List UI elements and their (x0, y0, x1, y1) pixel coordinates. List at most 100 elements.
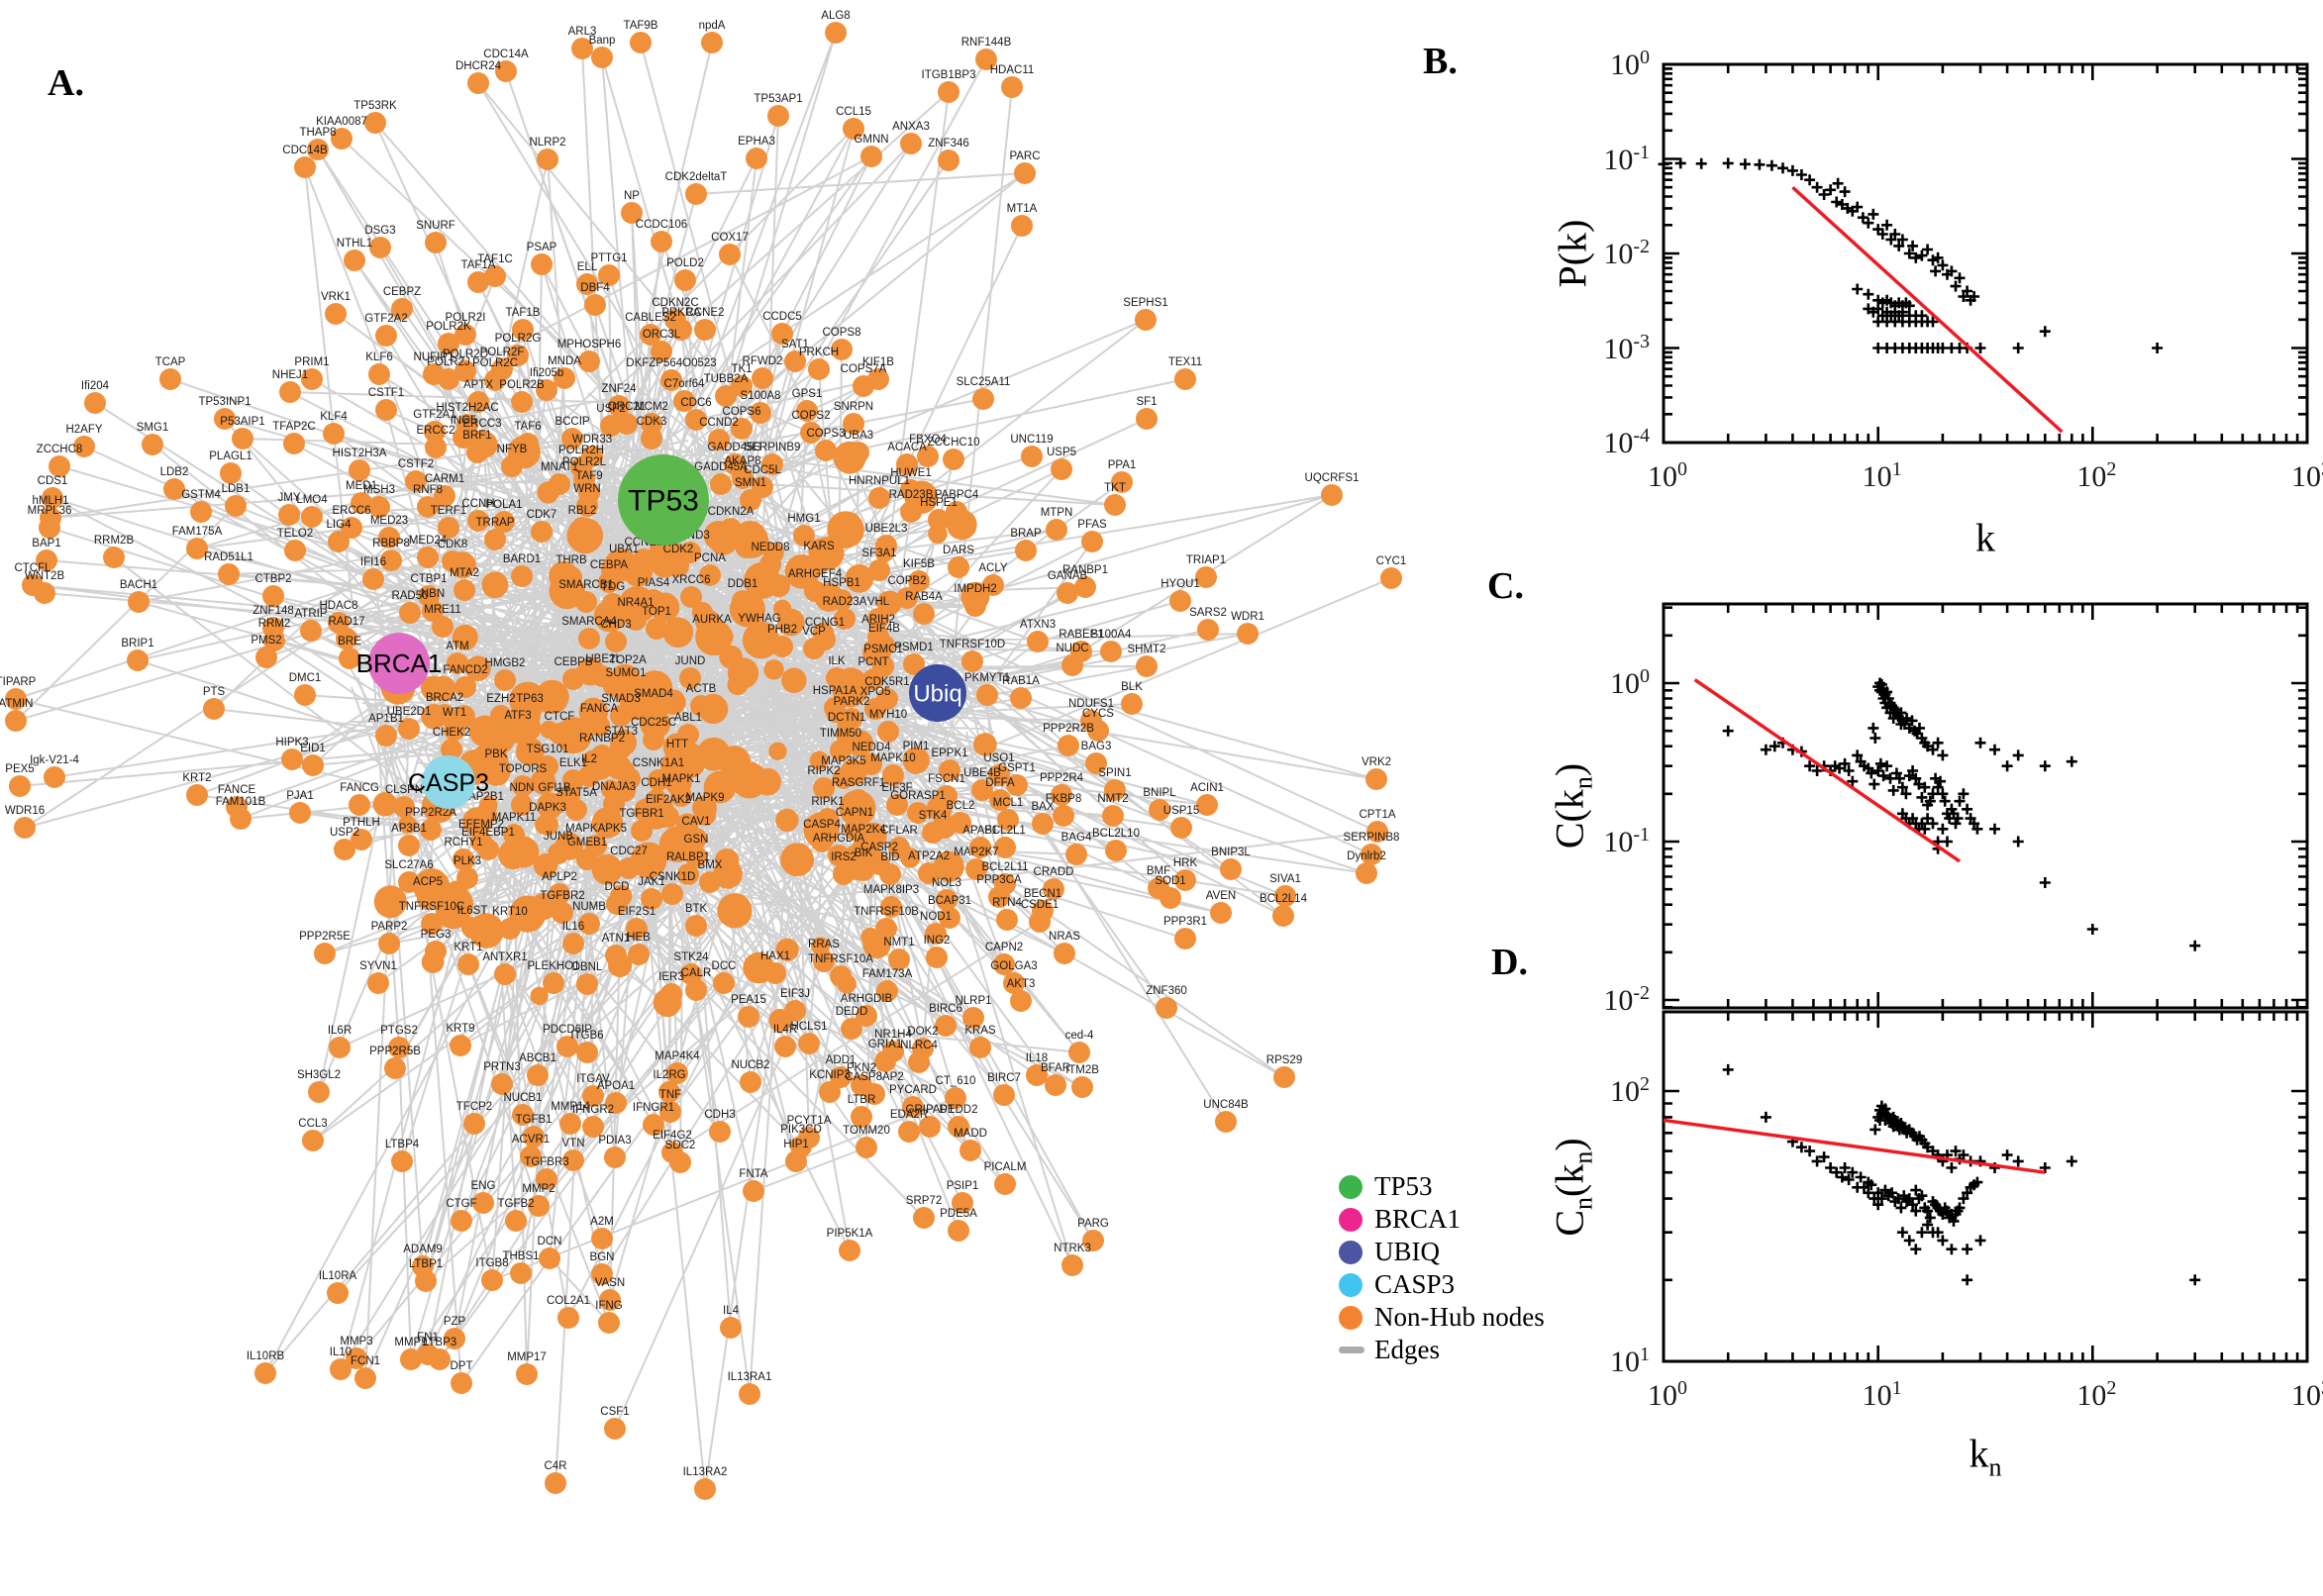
hub-node-ubiq[interactable] (909, 664, 966, 722)
network-node[interactable] (685, 409, 707, 431)
network-node[interactable] (438, 333, 459, 354)
network-node[interactable] (453, 427, 474, 449)
network-node[interactable] (39, 517, 60, 539)
network-node[interactable] (950, 812, 971, 834)
network-node[interactable] (960, 1140, 981, 1161)
network-node[interactable] (731, 375, 753, 397)
network-node[interactable] (519, 705, 541, 727)
network-node[interactable] (398, 835, 420, 856)
network-node[interactable] (826, 667, 848, 689)
network-node[interactable] (946, 501, 967, 523)
network-node[interactable] (591, 665, 613, 687)
network-node[interactable] (447, 652, 468, 674)
network-node[interactable] (739, 1383, 760, 1405)
network-node[interactable] (643, 700, 664, 722)
network-node[interactable] (1169, 590, 1191, 612)
network-node[interactable] (1045, 1074, 1066, 1096)
network-node[interactable] (616, 413, 638, 435)
network-node[interactable] (975, 49, 997, 70)
network-node[interactable] (1135, 309, 1157, 331)
network-node[interactable] (853, 836, 874, 857)
network-node[interactable] (834, 608, 856, 630)
network-node[interactable] (344, 249, 365, 271)
network-node[interactable] (578, 765, 600, 787)
network-node[interactable] (454, 324, 476, 346)
network-node[interactable] (520, 1146, 542, 1167)
network-node[interactable] (763, 659, 784, 680)
network-node[interactable] (346, 1347, 367, 1369)
network-node[interactable] (591, 1263, 613, 1285)
network-node[interactable] (694, 319, 716, 341)
network-node[interactable] (658, 1081, 680, 1103)
network-node[interactable] (752, 367, 773, 389)
network-node[interactable] (367, 972, 389, 994)
network-node[interactable] (750, 402, 771, 424)
network-node[interactable] (351, 492, 372, 514)
network-node[interactable] (888, 948, 910, 970)
network-node[interactable] (556, 1036, 578, 1057)
network-node[interactable] (600, 415, 622, 437)
network-node[interactable] (1321, 484, 1343, 506)
network-node[interactable] (993, 953, 1015, 975)
network-node[interactable] (685, 846, 707, 867)
network-node[interactable] (545, 1472, 566, 1494)
network-node[interactable] (576, 973, 598, 995)
network-node[interactable] (571, 38, 593, 59)
network-node[interactable] (1366, 821, 1388, 843)
network-node[interactable] (938, 81, 960, 103)
network-node[interactable] (1029, 911, 1051, 933)
network-node[interactable] (294, 156, 316, 178)
network-node[interactable] (856, 1005, 877, 1027)
network-node[interactable] (606, 754, 632, 780)
network-node[interactable] (831, 589, 853, 611)
network-node[interactable] (349, 794, 370, 816)
network-node[interactable] (159, 368, 181, 390)
network-node[interactable] (511, 794, 533, 816)
network-node[interactable] (938, 150, 960, 171)
network-node[interactable] (425, 437, 447, 458)
network-node[interactable] (759, 553, 781, 575)
network-node[interactable] (289, 802, 311, 824)
network-node[interactable] (302, 1130, 324, 1151)
network-node[interactable] (562, 933, 584, 954)
network-node[interactable] (943, 449, 964, 470)
network-node[interactable] (740, 1071, 761, 1093)
network-node[interactable] (220, 462, 242, 484)
network-node[interactable] (827, 511, 864, 549)
network-node[interactable] (398, 871, 420, 893)
network-node[interactable] (302, 754, 324, 776)
network-node[interactable] (127, 649, 149, 671)
network-node[interactable] (336, 628, 357, 649)
network-node[interactable] (582, 1116, 604, 1138)
network-node[interactable] (603, 793, 625, 815)
network-node[interactable] (467, 72, 489, 94)
network-node[interactable] (491, 1073, 513, 1095)
network-node[interactable] (775, 808, 799, 833)
network-node[interactable] (860, 753, 882, 775)
network-node[interactable] (5, 710, 27, 732)
network-node[interactable] (591, 745, 613, 766)
network-node[interactable] (913, 1207, 935, 1229)
network-node[interactable] (610, 705, 632, 727)
network-node[interactable] (1053, 805, 1074, 827)
network-node[interactable] (1237, 623, 1259, 645)
network-node[interactable] (36, 549, 57, 571)
network-node[interactable] (576, 1042, 598, 1063)
network-node[interactable] (670, 785, 692, 807)
network-node[interactable] (862, 668, 884, 690)
network-node[interactable] (467, 271, 489, 293)
network-node[interactable] (784, 1000, 806, 1022)
network-node[interactable] (1195, 566, 1217, 588)
network-node[interactable] (713, 972, 735, 994)
network-node[interactable] (813, 777, 835, 799)
network-node[interactable] (515, 737, 545, 766)
network-node[interactable] (679, 542, 701, 563)
network-node[interactable] (330, 1358, 352, 1380)
network-node[interactable] (666, 1062, 688, 1084)
network-node[interactable] (1356, 862, 1377, 884)
network-node[interactable] (907, 802, 929, 824)
network-node[interactable] (598, 264, 620, 286)
network-node[interactable] (557, 1307, 579, 1329)
network-node[interactable] (746, 148, 767, 169)
network-node[interactable] (218, 563, 240, 585)
